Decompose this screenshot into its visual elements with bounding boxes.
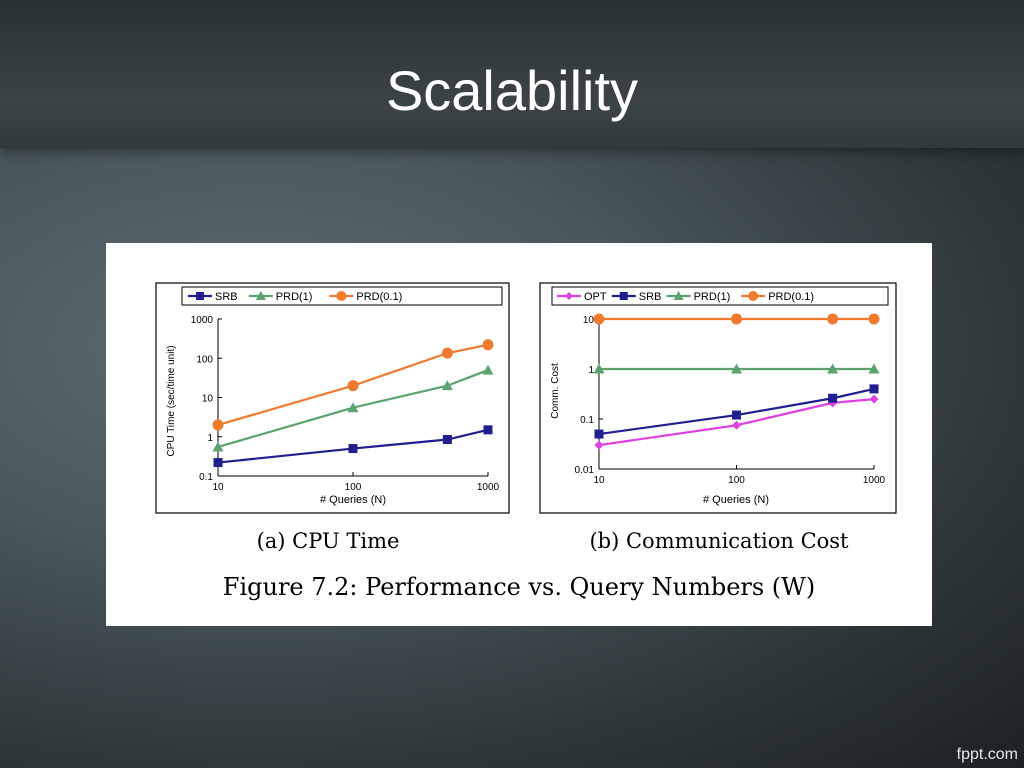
y-tick-label: 10 bbox=[583, 315, 595, 326]
legend-label-prd-1: PRD(1) bbox=[276, 291, 313, 303]
legend-label-srb: SRB bbox=[215, 291, 238, 303]
chart-cpu-time: SRB PRD(1) PRD(0.1) 0.1 1 10 100 1000 10 100 100… bbox=[155, 282, 510, 514]
chart-a-yticks: 0.1 1 10 100 1000 bbox=[191, 315, 222, 483]
chart-b-legend-box bbox=[551, 286, 889, 306]
chart-a-xlabel: # Queries (N) bbox=[320, 494, 386, 506]
data-point-srb bbox=[483, 425, 493, 435]
figure-caption: Figure 7.2: Performance vs. Query Number… bbox=[223, 573, 815, 601]
data-point-opt bbox=[869, 394, 879, 404]
y-tick-label: 0.1 bbox=[580, 415, 594, 426]
y-tick-label: 1 bbox=[207, 433, 213, 444]
legend-marker-prd-1 bbox=[255, 291, 266, 300]
legend-label-prd-1: PRD(1) bbox=[694, 291, 731, 303]
series-line-srb bbox=[217, 428, 489, 464]
legend-label-srb: SRB bbox=[639, 291, 662, 303]
data-point-prd-1 bbox=[731, 363, 742, 374]
chart-b-xlabel: # Queries (N) bbox=[703, 494, 769, 506]
x-tick-label: 1000 bbox=[477, 482, 500, 493]
chart-a-xticks: 10 100 1000 bbox=[212, 472, 500, 493]
legend-label-prd-0-1: PRD(0.1) bbox=[768, 291, 814, 303]
data-point-prd-1 bbox=[212, 441, 224, 452]
chart-communication-cost: OPT SRB PRD(1) PRD(0.1) 0.01 0.1 1 10 10 100 100… bbox=[539, 282, 897, 514]
x-tick-label: 100 bbox=[728, 475, 745, 486]
data-point-prd-1 bbox=[827, 363, 839, 374]
data-point-prd-1 bbox=[593, 363, 605, 374]
figure-image: SRB PRD(1) PRD(0.1) 0.1 1 10 100 1000 10 100 100… bbox=[106, 243, 932, 626]
data-point-opt bbox=[594, 440, 604, 450]
data-point-prd-0-1 bbox=[731, 313, 742, 325]
subcaption-a: (a) CPU Time bbox=[257, 529, 400, 553]
legend-label-prd-0-1: PRD(0.1) bbox=[356, 291, 402, 303]
data-point-prd-0-1 bbox=[441, 347, 453, 359]
slide-title: Scalability bbox=[385, 59, 639, 122]
chart-b-series bbox=[593, 313, 880, 450]
data-point-opt bbox=[732, 420, 741, 430]
data-point-prd-1 bbox=[482, 364, 494, 375]
title-band bbox=[0, 0, 1024, 148]
series-line-srb bbox=[598, 387, 875, 436]
series-line-prd-0-1 bbox=[217, 343, 489, 426]
data-point-prd-0-1 bbox=[212, 419, 224, 431]
chart-b-xticks: 10 100 1000 bbox=[593, 465, 886, 486]
subcaption-b: (b) Communication Cost bbox=[589, 529, 849, 553]
data-point-prd-0-1 bbox=[827, 313, 839, 325]
data-point-prd-0-1 bbox=[347, 380, 359, 392]
footer-brand: fppt.com bbox=[956, 746, 1018, 763]
chart-a-series bbox=[212, 339, 494, 468]
data-point-prd-1 bbox=[441, 380, 453, 391]
chart-b-frame bbox=[539, 282, 897, 514]
legend-marker-prd-0-1 bbox=[336, 291, 347, 301]
y-tick-label: 10 bbox=[202, 394, 214, 405]
y-tick-label: 100 bbox=[196, 354, 213, 365]
legend-marker-srb bbox=[619, 292, 628, 300]
data-point-prd-0-1 bbox=[868, 313, 880, 325]
legend-marker-opt bbox=[565, 292, 573, 300]
data-point-srb bbox=[828, 393, 838, 403]
chart-b-ylabel: Comm. Cost bbox=[550, 363, 561, 419]
series-line-opt bbox=[598, 398, 875, 447]
data-point-prd-1 bbox=[868, 363, 880, 374]
data-point-prd-0-1 bbox=[482, 339, 494, 351]
data-point-srb bbox=[442, 435, 452, 445]
legend-label-opt: OPT bbox=[584, 291, 607, 303]
x-tick-label: 10 bbox=[212, 482, 224, 493]
chart-a-ylabel: CPU Time (sec/time unit) bbox=[166, 345, 177, 456]
legend-marker-prd-1 bbox=[673, 291, 684, 300]
data-point-srb bbox=[213, 458, 223, 468]
series-line-prd-1 bbox=[217, 369, 489, 448]
chart-b-legend: OPT SRB PRD(1) PRD(0.1) bbox=[557, 291, 814, 303]
x-tick-label: 100 bbox=[345, 482, 362, 493]
data-point-prd-1 bbox=[347, 402, 359, 413]
data-point-prd-0-1 bbox=[593, 313, 605, 325]
y-tick-label: 1 bbox=[588, 365, 594, 376]
data-point-srb bbox=[348, 444, 358, 454]
x-tick-label: 1000 bbox=[863, 475, 886, 486]
data-point-srb bbox=[732, 410, 741, 420]
x-tick-label: 10 bbox=[593, 475, 605, 486]
y-tick-label: 1000 bbox=[191, 315, 214, 326]
chart-a-frame bbox=[155, 282, 510, 514]
legend-marker-prd-0-1 bbox=[748, 291, 759, 301]
data-point-srb bbox=[594, 429, 604, 439]
legend-marker-srb bbox=[196, 292, 204, 300]
data-point-srb bbox=[869, 384, 879, 394]
y-tick-label: 0.01 bbox=[575, 465, 595, 476]
y-tick-label: 0.1 bbox=[199, 472, 213, 483]
chart-a-legend: SRB PRD(1) PRD(0.1) bbox=[188, 291, 402, 303]
